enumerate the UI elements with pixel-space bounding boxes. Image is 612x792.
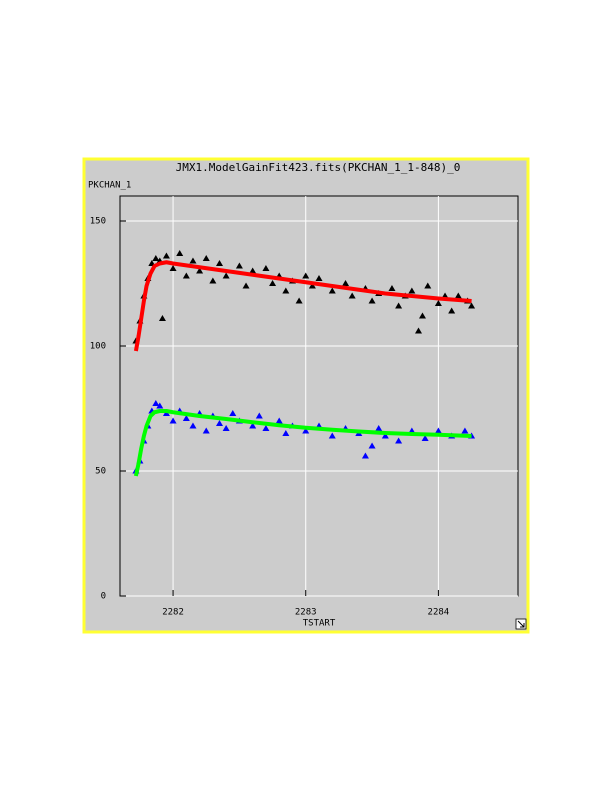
y-tick-label: 150	[90, 217, 106, 227]
data-point	[434, 300, 442, 306]
fit-line	[133, 409, 472, 477]
data-point	[176, 250, 184, 256]
data-point	[262, 425, 270, 431]
data-point	[418, 312, 426, 319]
data-point	[368, 442, 376, 449]
data-point	[156, 402, 164, 409]
y-tick-label: 50	[95, 467, 106, 477]
data-point	[395, 437, 403, 444]
data-point	[328, 287, 336, 294]
data-point	[216, 420, 223, 426]
data-point	[196, 267, 204, 274]
data-point	[408, 287, 416, 294]
data-point	[434, 427, 442, 434]
data-point	[222, 425, 230, 431]
data-point	[275, 417, 283, 424]
data-point	[361, 452, 369, 459]
data-point	[308, 282, 316, 289]
data-point	[302, 427, 310, 434]
data-point	[302, 272, 310, 279]
data-point	[182, 272, 190, 279]
data-point	[202, 255, 210, 261]
data-point	[282, 287, 290, 294]
data-point	[152, 255, 160, 261]
data-point	[229, 410, 237, 416]
y-tick-label: 0	[101, 592, 106, 602]
data-point	[282, 430, 290, 436]
data-point	[152, 400, 160, 406]
data-point	[169, 417, 177, 424]
x-tick-label: 2282	[162, 608, 184, 618]
data-point	[158, 315, 166, 321]
data-point	[448, 307, 456, 314]
data-point	[395, 302, 403, 309]
data-point	[255, 412, 263, 419]
plot-area	[119, 195, 519, 597]
y-tick-label: 100	[90, 342, 106, 352]
x-tick-label: 2283	[295, 608, 317, 618]
x-axis-label: TSTART	[303, 619, 336, 629]
data-point	[381, 432, 389, 439]
data-point	[415, 327, 422, 334]
resize-icon[interactable]	[515, 618, 527, 630]
data-point	[189, 257, 197, 264]
data-point	[169, 265, 177, 271]
fit-line	[133, 260, 472, 352]
data-point	[249, 267, 257, 274]
data-point	[468, 302, 476, 309]
data-point	[461, 427, 469, 434]
data-point	[216, 260, 223, 266]
data-point	[269, 280, 277, 286]
chart-title: JMX1.ModelGainFit423.fits(PKCHAN_1_1-848…	[176, 161, 461, 174]
data-point	[315, 275, 323, 281]
data-point	[182, 415, 190, 421]
data-point	[242, 282, 250, 289]
x-tick-label: 2284	[428, 608, 450, 618]
data-point	[454, 292, 462, 299]
data-point	[249, 422, 257, 429]
y-axis-label: PKCHAN_1	[88, 181, 131, 191]
data-point	[342, 280, 350, 286]
data-point	[209, 277, 217, 284]
data-point	[328, 432, 336, 439]
data-point	[424, 282, 432, 289]
data-point	[202, 427, 210, 434]
data-point	[421, 435, 429, 441]
data-point	[348, 292, 356, 299]
data-point	[222, 272, 230, 279]
data-point	[162, 252, 170, 259]
data-point	[368, 297, 376, 304]
data-point	[375, 425, 383, 431]
data-point	[388, 285, 396, 291]
data-point	[189, 422, 197, 429]
data-point	[262, 265, 270, 271]
data-point	[235, 262, 243, 269]
data-point	[295, 297, 303, 304]
